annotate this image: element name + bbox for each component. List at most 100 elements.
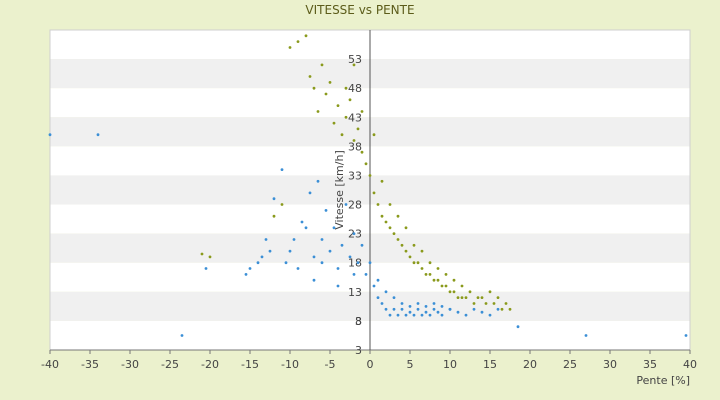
data-point <box>464 296 468 299</box>
x-tick-label: 30 <box>603 358 617 371</box>
y-axis-label: Vitesse [km/h] <box>333 150 346 230</box>
data-point <box>584 334 588 337</box>
x-tick-label: -15 <box>241 358 259 371</box>
y-tick-label: 53 <box>348 53 362 66</box>
data-point <box>472 307 476 311</box>
data-point <box>456 310 460 314</box>
data-point <box>312 86 316 90</box>
data-point <box>360 110 364 113</box>
data-point <box>308 75 312 78</box>
data-point <box>348 255 352 259</box>
data-point <box>372 191 376 195</box>
chart-title: VITESSE vs PENTE <box>305 3 414 17</box>
data-point <box>388 313 392 317</box>
x-tick-label: 40 <box>683 358 697 371</box>
data-point <box>368 174 372 177</box>
data-point <box>372 133 376 137</box>
data-point <box>472 302 476 305</box>
data-point <box>288 46 292 49</box>
data-point <box>376 278 380 282</box>
data-point <box>496 296 500 299</box>
data-point <box>508 307 512 311</box>
data-point <box>200 252 204 256</box>
data-point <box>496 307 500 311</box>
data-point <box>412 243 416 247</box>
y-tick-label: 38 <box>348 140 362 153</box>
data-point <box>280 203 284 206</box>
data-point <box>260 255 264 259</box>
data-point <box>336 284 340 288</box>
data-point <box>408 255 412 259</box>
data-point <box>380 302 384 305</box>
data-point <box>500 307 504 311</box>
data-point <box>432 307 436 311</box>
data-point <box>408 305 412 308</box>
data-point <box>444 273 448 276</box>
data-point <box>436 278 440 282</box>
data-point <box>320 63 324 67</box>
data-point <box>320 261 324 265</box>
data-point <box>480 296 484 299</box>
data-point <box>372 284 376 288</box>
data-point <box>340 133 344 137</box>
data-point <box>452 290 456 294</box>
x-tick-label: 35 <box>643 358 657 371</box>
data-point <box>492 302 496 305</box>
data-point <box>444 284 448 288</box>
data-point <box>364 273 368 276</box>
data-point <box>300 220 304 224</box>
data-point <box>424 310 428 314</box>
data-point <box>384 290 388 294</box>
x-tick-label: -10 <box>281 358 299 371</box>
data-point <box>404 226 408 230</box>
data-point <box>452 278 456 282</box>
data-point <box>360 243 364 247</box>
data-point <box>480 310 484 314</box>
x-tick-label: -35 <box>81 358 99 371</box>
data-point <box>396 238 400 241</box>
data-point <box>312 278 316 282</box>
data-point <box>96 133 100 137</box>
data-point <box>424 273 428 276</box>
data-point <box>468 290 472 294</box>
data-point <box>420 249 424 253</box>
data-point <box>428 273 432 276</box>
data-point <box>440 313 444 317</box>
data-point <box>332 121 336 125</box>
x-tick-label: -25 <box>161 358 179 371</box>
data-point <box>332 226 336 230</box>
data-point <box>436 267 440 270</box>
data-point <box>380 179 384 183</box>
data-point <box>328 249 332 253</box>
data-point <box>344 203 348 206</box>
data-point <box>380 214 384 218</box>
data-point <box>336 267 340 270</box>
x-tick-label: 15 <box>483 358 497 371</box>
data-point <box>292 238 296 241</box>
data-point <box>352 273 356 276</box>
x-tick-label: 25 <box>563 358 577 371</box>
data-point <box>364 162 368 166</box>
data-point <box>404 249 408 253</box>
data-point <box>684 334 688 337</box>
data-point <box>476 296 480 299</box>
data-point <box>180 334 184 337</box>
y-tick-label: 33 <box>348 169 362 182</box>
data-point <box>460 284 464 288</box>
data-point <box>416 307 420 311</box>
data-point <box>392 307 396 311</box>
data-point <box>432 278 436 282</box>
data-point <box>488 290 492 294</box>
data-point <box>436 310 440 314</box>
data-point <box>308 191 312 195</box>
data-point <box>304 34 308 38</box>
y-tick-label: 8 <box>355 315 362 328</box>
data-point <box>296 40 300 43</box>
data-point <box>400 307 404 311</box>
data-point <box>428 261 432 265</box>
x-tick-label: -5 <box>325 358 336 371</box>
x-tick-label: -30 <box>121 358 139 371</box>
data-point <box>428 313 432 317</box>
